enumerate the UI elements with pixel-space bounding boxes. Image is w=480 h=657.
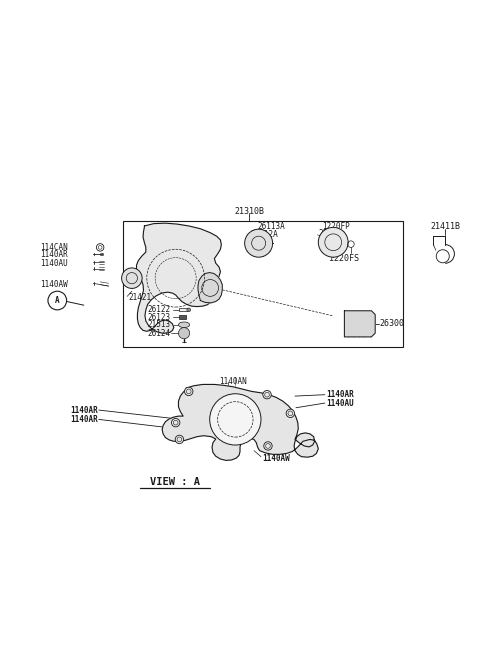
Polygon shape bbox=[136, 223, 221, 333]
Polygon shape bbox=[198, 273, 222, 303]
Circle shape bbox=[121, 268, 142, 288]
Circle shape bbox=[187, 308, 191, 311]
Circle shape bbox=[286, 409, 295, 418]
Text: 114CAN: 114CAN bbox=[40, 243, 68, 252]
Circle shape bbox=[264, 442, 272, 450]
Bar bbox=[180, 315, 186, 319]
Text: VIEW : A: VIEW : A bbox=[150, 478, 200, 487]
Text: 1140AU: 1140AU bbox=[326, 399, 354, 407]
Circle shape bbox=[245, 229, 273, 257]
Text: 26113A: 26113A bbox=[258, 222, 286, 231]
Circle shape bbox=[184, 387, 193, 396]
Circle shape bbox=[171, 419, 180, 427]
Text: 1140AW: 1140AW bbox=[263, 453, 290, 463]
Text: 21421: 21421 bbox=[128, 293, 151, 302]
Text: 1140AN: 1140AN bbox=[219, 376, 247, 386]
Text: 21513: 21513 bbox=[148, 320, 171, 329]
Text: 26112A: 26112A bbox=[251, 230, 278, 239]
Text: 1140AR: 1140AR bbox=[70, 405, 98, 415]
Text: 21411B: 21411B bbox=[430, 222, 460, 231]
Polygon shape bbox=[345, 311, 375, 337]
Ellipse shape bbox=[179, 322, 190, 328]
Circle shape bbox=[175, 435, 184, 443]
Text: 21310B: 21310B bbox=[234, 208, 264, 216]
Text: 1140AR: 1140AR bbox=[40, 250, 68, 260]
Circle shape bbox=[179, 328, 190, 339]
Text: A: A bbox=[55, 296, 60, 305]
Text: 26124: 26124 bbox=[148, 328, 171, 338]
Polygon shape bbox=[162, 384, 318, 461]
Text: 26123: 26123 bbox=[148, 313, 171, 322]
Text: 1140AR: 1140AR bbox=[70, 415, 98, 424]
Text: 1140AW: 1140AW bbox=[40, 280, 68, 288]
Bar bbox=[123, 221, 403, 347]
Text: 1140AU: 1140AU bbox=[40, 259, 68, 268]
Bar bbox=[180, 308, 188, 311]
Text: 26300: 26300 bbox=[380, 319, 405, 328]
Text: 1220FP: 1220FP bbox=[322, 222, 350, 231]
Circle shape bbox=[318, 227, 348, 257]
Circle shape bbox=[210, 394, 261, 445]
Text: 1140AR: 1140AR bbox=[326, 390, 354, 399]
Text: 1220FS: 1220FS bbox=[329, 254, 359, 263]
Circle shape bbox=[263, 390, 271, 399]
Text: 26122: 26122 bbox=[148, 306, 171, 314]
Text: 21313: 21313 bbox=[318, 229, 341, 238]
